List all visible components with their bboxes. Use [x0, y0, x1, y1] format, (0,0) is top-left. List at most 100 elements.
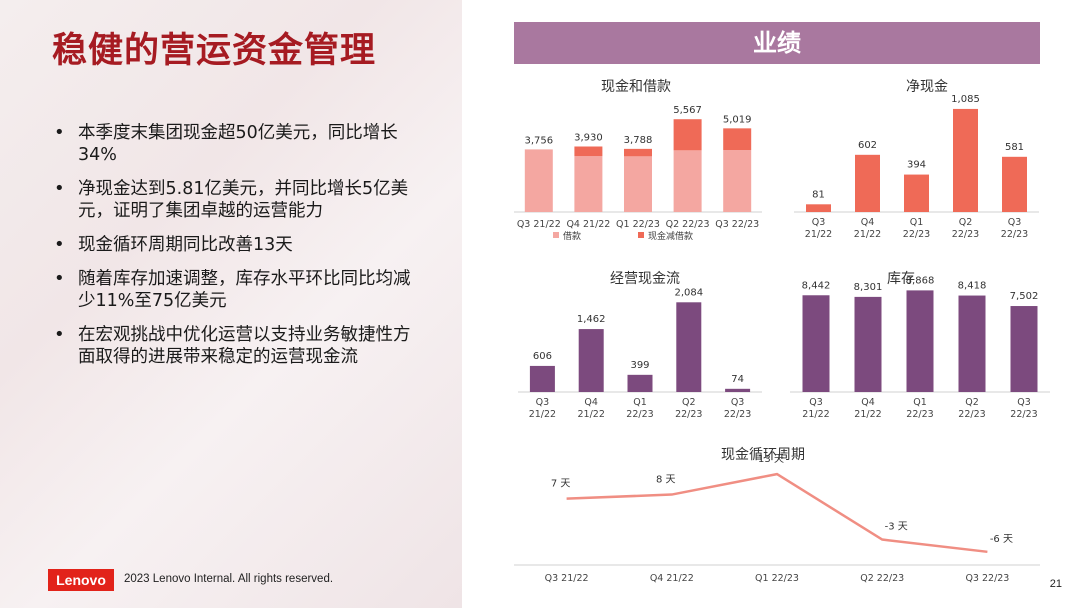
bar	[1002, 156, 1027, 212]
bar-borrowings	[723, 150, 752, 212]
x-tick-label: Q3 22/23	[965, 573, 1009, 584]
bullet-item: 现金循环周期同比改善13天	[52, 234, 412, 256]
bar	[854, 296, 882, 392]
data-label: 3,788	[624, 135, 653, 146]
bar	[953, 108, 978, 212]
bar	[806, 204, 831, 212]
bar-borrowings	[524, 149, 553, 212]
data-label: 8,301	[854, 282, 883, 293]
x-tick-label: 22/23	[626, 409, 653, 420]
data-label: 13 天	[758, 454, 784, 465]
x-tick-label: 22/23	[1010, 409, 1037, 420]
bullet-list: 本季度末集团现金超50亿美元，同比增长34% 净现金达到5.81亿美元，并同比增…	[52, 122, 412, 380]
bar-cash-less-borrowings	[574, 146, 603, 157]
x-tick-label: 21/22	[854, 409, 881, 420]
chart-title: 现金和借款	[601, 79, 671, 95]
data-label: 581	[1005, 142, 1024, 153]
data-label: 5,567	[673, 105, 702, 116]
x-tick-label: 22/23	[952, 229, 979, 240]
data-label: 3,930	[574, 133, 603, 144]
bar-cash-less-borrowings	[723, 128, 752, 150]
data-label: -6 天	[990, 534, 1013, 545]
x-tick-label: Q4 21/22	[650, 573, 694, 584]
x-tick-label: 22/23	[906, 409, 933, 420]
legend-swatch-cash-less-borrowings	[638, 232, 644, 238]
x-tick-label: 22/23	[675, 409, 702, 420]
lenovo-logo: Lenovo	[48, 569, 114, 591]
x-tick-label: 21/22	[805, 229, 832, 240]
bullet-item: 本季度末集团现金超50亿美元，同比增长34%	[52, 122, 412, 166]
data-label: 394	[907, 160, 926, 171]
bar	[855, 154, 880, 212]
x-tick-label: Q1	[910, 217, 924, 228]
data-label: 606	[533, 351, 552, 362]
legend-label: 现金减借款	[648, 230, 693, 242]
bar-cash-less-borrowings	[673, 119, 702, 151]
bar	[958, 295, 986, 392]
bar-cash-less-borrowings	[624, 148, 652, 157]
x-tick-label: Q1	[633, 397, 647, 408]
bullet-item: 净现金达到5.81亿美元，并同比增长5亿美元，证明了集团卓越的运营能力	[52, 178, 412, 222]
x-tick-label: Q3 21/22	[517, 219, 561, 230]
chart-title: 库存	[887, 271, 915, 287]
data-label: 8,868	[906, 275, 935, 286]
x-tick-label: Q3 22/23	[715, 219, 759, 230]
x-tick-label: 21/22	[529, 409, 556, 420]
data-label: 81	[812, 189, 825, 200]
data-label: 8,442	[802, 280, 831, 291]
x-tick-label: Q3	[1008, 217, 1022, 228]
x-tick-label: 22/23	[903, 229, 930, 240]
data-label: 1,462	[577, 314, 606, 325]
x-tick-label: Q3 21/22	[545, 573, 589, 584]
data-label: 399	[630, 360, 649, 371]
bar	[1010, 306, 1038, 392]
bar-borrowings	[624, 156, 652, 212]
data-label: 8,418	[958, 281, 987, 292]
x-tick-label: 21/22	[802, 409, 829, 420]
x-tick-label: 22/23	[958, 409, 985, 420]
line-series-cash-conversion-cycle	[566, 472, 988, 554]
data-label: 7 天	[551, 479, 571, 490]
x-tick-label: Q2	[965, 397, 979, 408]
x-tick-label: 22/23	[1001, 229, 1028, 240]
bar	[529, 365, 555, 392]
data-label: 5,019	[723, 114, 752, 125]
slide-title: 稳健的营运资金管理	[52, 31, 377, 71]
x-tick-label: 22/23	[724, 409, 751, 420]
bar	[627, 374, 653, 392]
data-label: 2,084	[674, 287, 703, 298]
x-tick-label: Q2	[959, 217, 973, 228]
x-tick-label: Q4	[584, 397, 598, 408]
x-tick-label: Q4	[861, 397, 875, 408]
data-label: 1,085	[951, 94, 980, 105]
legend-label: 借款	[563, 230, 581, 242]
bar	[904, 174, 929, 212]
data-label: 8 天	[656, 475, 676, 486]
data-label: -3 天	[885, 522, 908, 533]
section-banner: 业绩	[514, 22, 1040, 64]
chart-title: 经营现金流	[610, 271, 680, 287]
data-label: 74	[731, 374, 744, 385]
legend-swatch-borrowings	[553, 232, 559, 238]
x-tick-label: Q3	[1017, 397, 1031, 408]
chart-title: 现金循环周期	[721, 447, 805, 463]
x-tick-label: Q3	[731, 397, 745, 408]
x-tick-label: Q3	[536, 397, 550, 408]
x-tick-label: Q2 22/23	[666, 219, 710, 230]
x-tick-label: Q1 22/23	[616, 219, 660, 230]
bar	[906, 290, 934, 392]
x-tick-label: Q4	[861, 217, 875, 228]
bar	[725, 388, 751, 392]
bar-borrowings	[673, 150, 702, 212]
x-tick-label: Q4 21/22	[566, 219, 610, 230]
x-tick-label: Q2	[682, 397, 696, 408]
bullet-item: 在宏观挑战中优化运营以支持业务敏捷性方面取得的进展带来稳定的运营现金流	[52, 324, 412, 368]
x-tick-label: Q2 22/23	[860, 573, 904, 584]
x-tick-label: 21/22	[578, 409, 605, 420]
bullet-item: 随着库存加速调整，库存水平环比同比均减少11%至75亿美元	[52, 268, 412, 312]
x-tick-label: 21/22	[854, 229, 881, 240]
x-tick-label: Q1 22/23	[755, 573, 799, 584]
bar-borrowings	[574, 156, 603, 212]
data-label: 602	[858, 140, 877, 151]
